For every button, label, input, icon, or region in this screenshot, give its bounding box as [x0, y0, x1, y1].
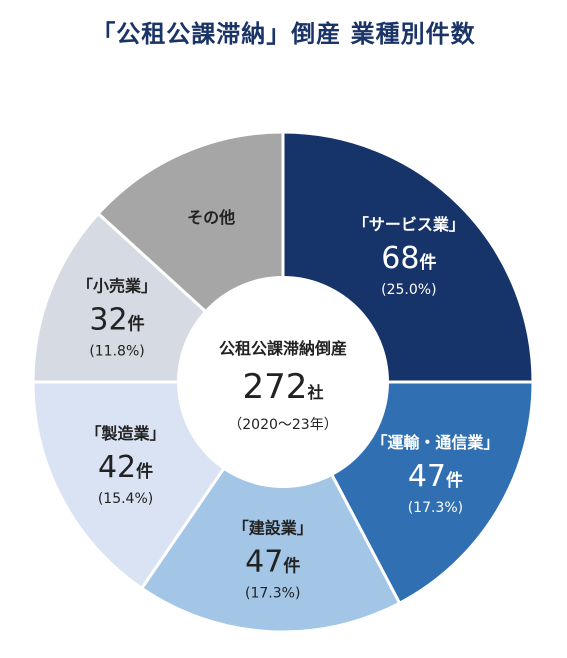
- slice-label-group: 「建設業」 47件 (17.3%): [233, 519, 313, 602]
- slice-percent: (17.3%): [245, 586, 300, 602]
- slice-unit: 件: [419, 252, 436, 273]
- slice-percent: (25.0%): [381, 282, 436, 298]
- slice-label-group: 「小売業」 32件 (11.8%): [77, 277, 157, 360]
- center-label-title: 公租公課滞納倒産: [219, 339, 347, 358]
- center-total-value: 272: [243, 367, 308, 407]
- slice-label-group: 「製造業」 42件 (15.4%): [86, 424, 166, 507]
- slice-value: 68件: [381, 241, 436, 276]
- slice-unit: 件: [136, 461, 153, 482]
- slice-percent: (15.4%): [98, 491, 153, 507]
- slice-value: 47件: [408, 459, 463, 494]
- slice-value: 32件: [89, 303, 144, 338]
- slice-label-group: その他: [187, 208, 235, 227]
- center-hole: [177, 276, 389, 488]
- center-label-total: 272社: [243, 367, 324, 407]
- slice-label: 「小売業」: [77, 277, 157, 296]
- slice-label-group: 「運輸・通信業」 47件 (17.3%): [371, 433, 499, 516]
- slice-label: 「運輸・通信業」: [371, 433, 499, 452]
- center-label-period: （2020～23年）: [228, 417, 337, 433]
- slice-label: 「建設業」: [233, 519, 313, 538]
- slice-value: 47件: [245, 545, 300, 580]
- slice-label: 「サービス業」: [353, 215, 465, 234]
- slice-unit: 件: [283, 556, 300, 577]
- slice-value: 42件: [98, 450, 153, 485]
- center-total-unit: 社: [306, 383, 323, 402]
- slice-percent: (17.3%): [408, 500, 463, 516]
- pie-slice: [139, 379, 402, 634]
- slice-unit: 件: [128, 314, 145, 335]
- slice-label: その他: [187, 208, 235, 227]
- slice-percent: (11.8%): [89, 344, 144, 360]
- slice-unit: 件: [446, 470, 463, 491]
- chart-title: 「公租公課滞納」倒産 業種別件数: [91, 20, 476, 48]
- slice-label-group: 「サービス業」 68件 (25.0%): [353, 215, 465, 298]
- slice-label: 「製造業」: [86, 424, 166, 443]
